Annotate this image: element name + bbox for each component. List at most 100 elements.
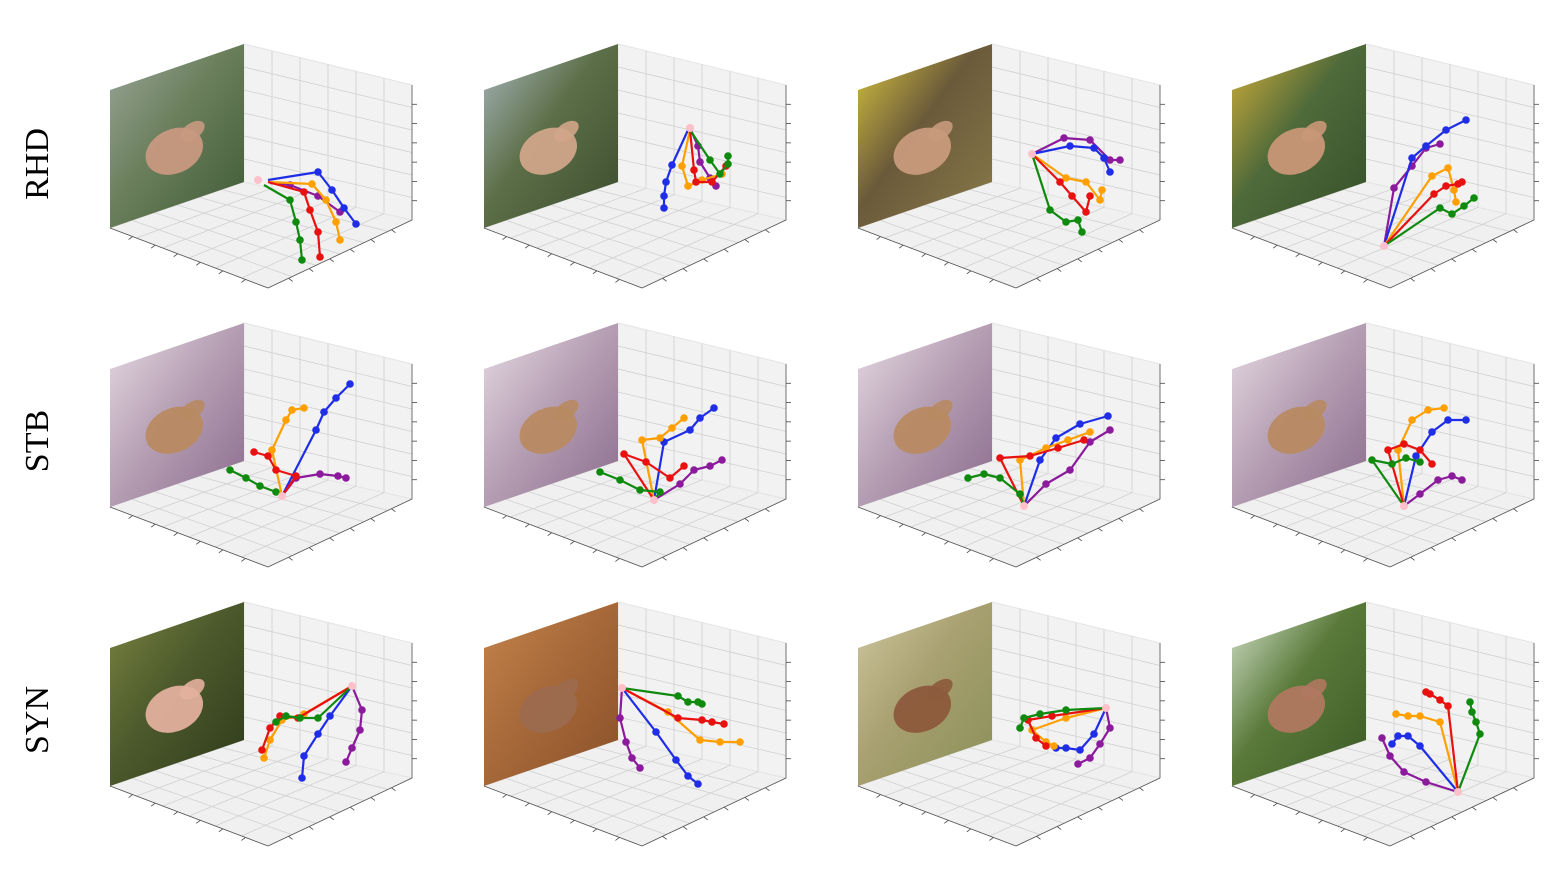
index-joint [1412, 452, 1420, 460]
axis-line [267, 777, 413, 847]
axis-tick [350, 806, 355, 811]
middle-joint [1408, 416, 1416, 424]
axis-line [857, 506, 1017, 568]
little-joint [724, 160, 732, 168]
index-joint [686, 426, 694, 434]
index-joint [1408, 154, 1416, 162]
ring-joint [1086, 192, 1094, 200]
axis-tick [921, 532, 926, 537]
axis-line [1389, 219, 1535, 289]
thumb-joint [690, 466, 698, 474]
axis-tick [921, 811, 926, 816]
ring-joint [1068, 192, 1076, 200]
axis-tick [1513, 787, 1518, 792]
axis-tick [150, 802, 156, 807]
axis-tick [370, 518, 376, 522]
index-joint [320, 408, 328, 416]
middle-joint [1404, 712, 1412, 720]
middle-joint [696, 736, 704, 744]
axis-tick [173, 811, 178, 816]
axis-tick [1295, 811, 1300, 816]
panel-floral-victory-sign [108, 322, 417, 568]
little-joint [684, 698, 692, 706]
panel-floral-curled [856, 322, 1165, 568]
thumb-joint [316, 470, 324, 478]
panel-yellow-jacket-fist [856, 43, 1165, 289]
wrist-joint [1020, 502, 1028, 510]
axis-tick [241, 279, 246, 283]
axis-tick [966, 270, 972, 275]
axis-tick [662, 556, 667, 561]
index-joint [668, 161, 676, 169]
middle-joint [288, 406, 296, 414]
axis-tick [128, 515, 133, 519]
index-joint [326, 712, 334, 720]
axis-tick [1098, 248, 1103, 253]
index-joint [1052, 434, 1060, 442]
axis-tick [876, 515, 881, 519]
little-joint [616, 476, 624, 484]
axis-line [483, 785, 643, 847]
axis-tick [1410, 277, 1415, 282]
panel-dry-grass-pinch [856, 601, 1165, 847]
finger-photo [553, 678, 579, 700]
grid-line [1363, 492, 1507, 558]
index-joint [1428, 428, 1436, 436]
axis-tick [1036, 556, 1041, 561]
axis-tick [703, 258, 708, 263]
index-joint [314, 168, 322, 176]
finger-photo [1301, 399, 1327, 421]
axis-tick [547, 253, 552, 258]
axis-tick [1295, 532, 1300, 537]
index-joint [312, 426, 320, 434]
index-joint [1076, 420, 1084, 428]
little-joint [272, 718, 280, 726]
little-joint [272, 488, 280, 496]
axis-tick [391, 508, 396, 513]
axis-tick [1077, 537, 1082, 542]
wrist-joint [686, 124, 694, 132]
index-joint [652, 728, 660, 736]
index-joint [672, 756, 680, 764]
axis-tick [1492, 518, 1498, 522]
axis-tick [1272, 802, 1278, 807]
axis-tick [288, 835, 293, 840]
grid-line [1365, 437, 1535, 477]
index-joint [660, 204, 668, 212]
axis-tick [329, 537, 334, 542]
axis-line [1231, 506, 1391, 568]
little-joint [226, 466, 234, 474]
middle-joint [680, 414, 688, 422]
axis-tick [1056, 826, 1062, 830]
axis-tick [615, 279, 620, 283]
middle-joint [1064, 436, 1072, 444]
axis-line [267, 498, 413, 568]
thumb-joint [1416, 490, 1424, 498]
axis-tick [1492, 239, 1498, 243]
axis-tick [1492, 797, 1498, 801]
thumb-joint [628, 754, 636, 762]
index-joint [1106, 168, 1114, 176]
axis-tick [308, 826, 314, 830]
ring-joint [996, 454, 1004, 462]
middle-joint [1428, 172, 1436, 180]
axis-tick [703, 537, 708, 542]
middle-joint [1440, 404, 1448, 412]
index-joint [1462, 116, 1470, 124]
thumb-joint [1106, 156, 1114, 164]
index-joint [332, 394, 340, 402]
wrist-joint [1400, 502, 1408, 510]
finger-photo [927, 120, 953, 142]
axis-tick [944, 261, 949, 266]
finger-photo [1301, 120, 1327, 142]
axis-tick [1250, 515, 1255, 519]
axis-tick [944, 819, 949, 824]
axis-line [1389, 777, 1535, 847]
axis-tick [570, 261, 575, 266]
grid-line [1363, 771, 1507, 837]
axis-line [857, 227, 1017, 289]
grid-line [615, 492, 759, 558]
index-joint [1062, 744, 1070, 752]
middle-joint [336, 236, 344, 244]
